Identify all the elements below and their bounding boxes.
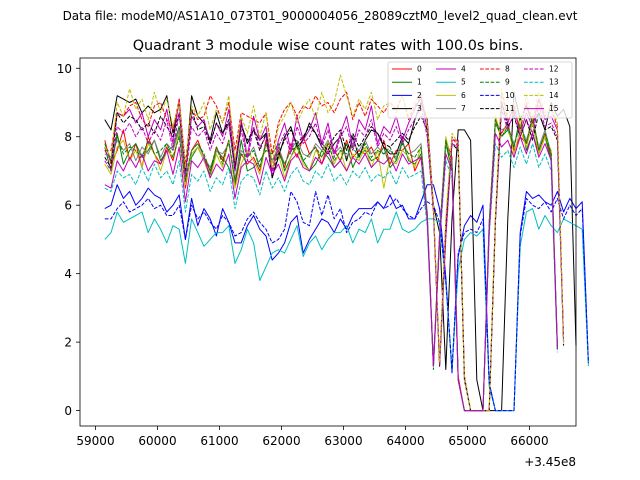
y-tick-label: 8 bbox=[64, 130, 72, 144]
legend-label-9: 9 bbox=[505, 78, 510, 87]
y-tick-label: 10 bbox=[57, 62, 72, 76]
legend-label-11: 11 bbox=[505, 104, 515, 113]
x-tick-label: 64000 bbox=[386, 434, 424, 448]
legend-label-10: 10 bbox=[505, 91, 515, 100]
legend-label-2: 2 bbox=[417, 91, 422, 100]
legend-label-3: 3 bbox=[417, 104, 422, 113]
legend-label-5: 5 bbox=[461, 78, 466, 87]
legend-label-13: 13 bbox=[549, 78, 559, 87]
x-tick-label: 60000 bbox=[138, 434, 176, 448]
series-line-10 bbox=[104, 191, 589, 412]
legend-label-6: 6 bbox=[461, 91, 466, 100]
y-axis: 0 2 4 6 8 10 bbox=[57, 62, 80, 418]
legend-label-7: 7 bbox=[461, 104, 466, 113]
legend-label-12: 12 bbox=[549, 65, 559, 74]
data-file-caption: Data file: modeM0/AS1A10_073T01_90000040… bbox=[63, 9, 578, 23]
x-tick-label: 62000 bbox=[262, 434, 300, 448]
legend-label-4: 4 bbox=[461, 65, 466, 74]
series-layer bbox=[104, 74, 589, 412]
y-tick-label: 0 bbox=[64, 404, 72, 418]
legend-label-1: 1 bbox=[417, 78, 422, 87]
x-axis: 59000 60000 61000 62000 63000 64000 65000 66000 bbox=[76, 426, 549, 448]
legend-label-14: 14 bbox=[549, 91, 559, 100]
legend-frame bbox=[387, 61, 573, 119]
y-tick-label: 2 bbox=[64, 336, 72, 350]
x-tick-label: 65000 bbox=[448, 434, 486, 448]
y-tick-label: 4 bbox=[64, 267, 72, 281]
y-tick-label: 6 bbox=[64, 199, 72, 213]
x-tick-label: 66000 bbox=[510, 434, 548, 448]
plot-area bbox=[79, 57, 589, 427]
plot-frame bbox=[79, 57, 577, 427]
x-tick-label: 59000 bbox=[76, 434, 114, 448]
series-line-5 bbox=[104, 208, 589, 412]
series-line-13 bbox=[104, 143, 558, 412]
x-tick-label: 63000 bbox=[324, 434, 362, 448]
chart-title: Quadrant 3 module wise count rates with … bbox=[133, 38, 524, 54]
x-offset-label: +3.45e8 bbox=[524, 455, 576, 469]
series-line-14 bbox=[104, 74, 565, 412]
legend-label-15: 15 bbox=[549, 104, 559, 113]
x-tick-label: 61000 bbox=[200, 434, 238, 448]
legend-label-8: 8 bbox=[505, 65, 510, 74]
legend-label-0: 0 bbox=[417, 65, 422, 74]
series-line-15 bbox=[104, 132, 558, 412]
